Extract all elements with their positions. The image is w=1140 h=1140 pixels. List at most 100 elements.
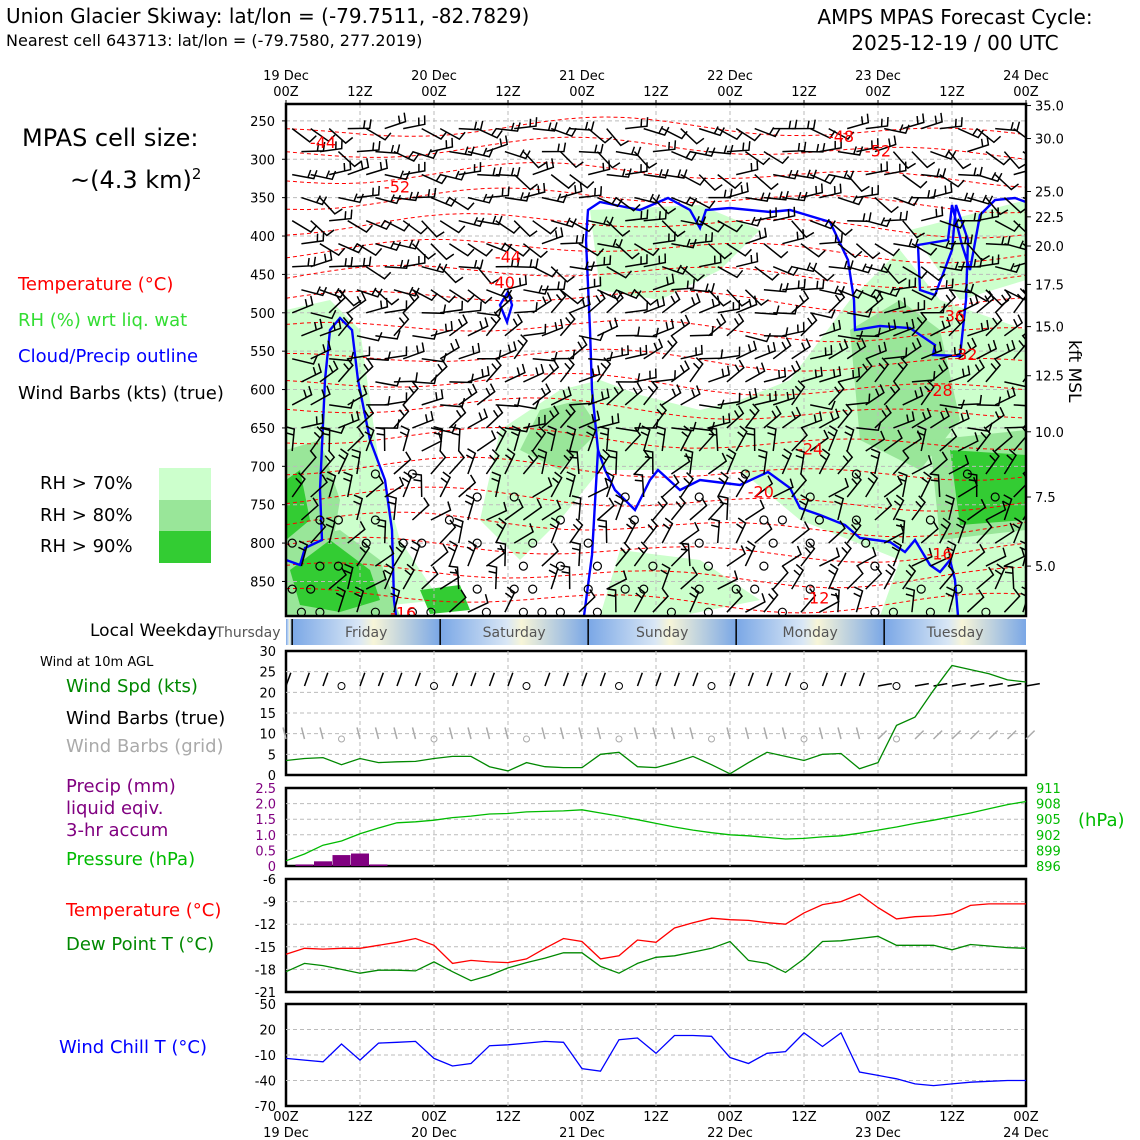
isotherm (286, 162, 1026, 188)
wind-barb (830, 587, 840, 613)
wind-barb (578, 410, 601, 429)
time-day-label: 22 Dec (707, 1126, 753, 1140)
wind-barb (310, 474, 328, 498)
wind-barb (286, 426, 296, 452)
wind-barb (929, 451, 948, 475)
isotherm-label: -44 (310, 133, 336, 152)
isotherm (286, 587, 1026, 614)
wind-barb (541, 543, 559, 567)
chill-panel-ytick: 50 (259, 998, 276, 1013)
wind-barb (298, 540, 309, 567)
wind-barb (550, 386, 572, 406)
wind-barb (895, 518, 906, 544)
wind-barb (354, 586, 365, 613)
wind-barb (893, 318, 915, 337)
wind-barb-grid (818, 727, 824, 740)
wind-barb (402, 381, 419, 406)
wind-barb (421, 127, 448, 140)
wind-barb (430, 243, 455, 261)
wind-barb (837, 243, 863, 259)
wind-barb (855, 243, 881, 260)
wind-barb (948, 454, 970, 475)
calm-marker (925, 515, 936, 525)
wind-barb (421, 263, 448, 274)
wind-barb (606, 289, 624, 314)
wind-barb (571, 495, 582, 521)
isotherm (286, 486, 1026, 512)
wind-barb (365, 266, 392, 280)
wind-barb (754, 207, 777, 222)
wind-barb (439, 338, 460, 360)
calm-marker (759, 561, 769, 571)
wind-barb (1003, 588, 1021, 613)
wind-barb (744, 403, 760, 429)
wind-barb (614, 494, 625, 521)
wind-barb (976, 566, 995, 590)
wind-barb (892, 494, 905, 521)
time-hour-label: 12Z (939, 85, 965, 100)
wind-barb-grid (689, 727, 694, 740)
wind-barb (301, 195, 328, 206)
wind-barb (718, 495, 729, 521)
wind-barb (994, 386, 1016, 406)
wind-barb (440, 170, 466, 181)
wind-barb (995, 262, 1021, 273)
wind-barb (569, 220, 596, 233)
wind-barb (541, 227, 564, 245)
wind-barb (356, 141, 381, 153)
isotherm-label: -16 (390, 604, 416, 623)
wind-barb (356, 287, 383, 298)
isotherm (286, 213, 1026, 239)
wind-barb-grid (578, 727, 583, 740)
wind-barb (757, 448, 768, 475)
wind-barb (985, 449, 1000, 475)
time-hour-label: 00Z (717, 1110, 743, 1125)
wind-barb-10m (692, 672, 699, 687)
wind-barb (976, 519, 993, 544)
wind-barb (402, 342, 425, 360)
wind-barb (939, 117, 963, 130)
wind-barb (939, 173, 965, 188)
calm-marker (731, 584, 741, 594)
calm-marker (444, 515, 454, 525)
weekday-cell (292, 619, 441, 645)
wind-barb (800, 279, 825, 291)
wind-barb (319, 319, 342, 337)
wind-barb (353, 494, 364, 521)
wind-barb (430, 501, 452, 521)
wind-barb (865, 565, 883, 590)
time-hour-label: 12Z (791, 1110, 817, 1125)
wind-barb (625, 209, 649, 222)
wind-barb (485, 448, 500, 475)
wind-barb (449, 373, 474, 384)
wind-barb (744, 540, 756, 567)
wind-barb-grid (1025, 730, 1036, 740)
wind-barb (828, 260, 854, 270)
wind-barb (467, 193, 494, 204)
calm-marker (800, 682, 808, 690)
wind-barb (523, 414, 546, 429)
wind-barb (791, 169, 818, 180)
wind-barb (467, 243, 494, 257)
wind-barb-10m (655, 672, 662, 687)
wind-barb (514, 258, 539, 269)
wind-barb (514, 117, 538, 130)
wind-barb (689, 232, 714, 245)
calm-marker (522, 682, 531, 690)
wind-barb (569, 174, 595, 189)
wind-barb (791, 521, 810, 544)
wind-barb (495, 517, 507, 544)
calm-marker (759, 515, 769, 525)
isotherm (286, 426, 1026, 450)
wind-barb (1004, 424, 1026, 429)
wind-barb (634, 193, 661, 204)
wind-barb (754, 341, 777, 360)
wind-barb (939, 399, 966, 410)
wind-panel-ytick: 25 (259, 666, 276, 681)
wind-barb (781, 448, 793, 475)
wind-barb-10m (396, 672, 403, 687)
wind-barb (791, 119, 816, 130)
pressure-tick: 800 (250, 537, 275, 552)
wind-barb (800, 366, 823, 383)
wind-barb (596, 497, 615, 521)
